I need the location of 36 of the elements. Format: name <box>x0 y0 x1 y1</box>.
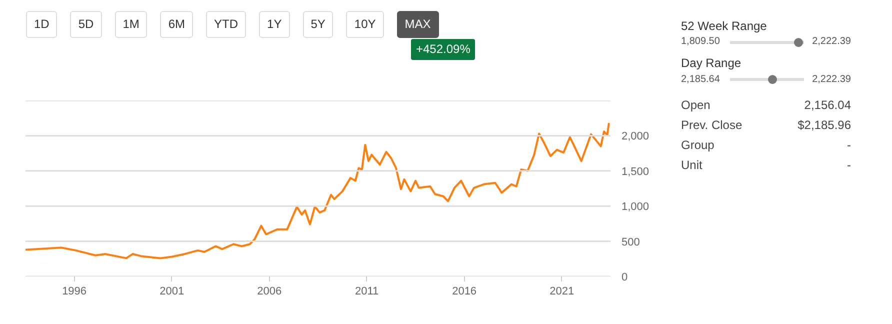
text: $2,185.96 <box>798 116 851 134</box>
text: 1,809.50 <box>681 35 721 50</box>
text: - <box>847 136 851 154</box>
x-tick-label: 2021 <box>550 286 574 298</box>
x-tick-label: 2016 <box>452 286 477 298</box>
text: Prev. Close <box>681 116 742 134</box>
text: 2,156.04 <box>804 96 851 114</box>
x-tick-label: 2001 <box>160 286 184 298</box>
text: 2,185.64 <box>681 72 721 87</box>
text: +452.09% <box>411 39 476 60</box>
text: 2,222.39 <box>812 35 851 50</box>
text: Unit <box>681 156 702 174</box>
x-tick-label: 2006 <box>257 286 282 298</box>
text: Open <box>681 96 710 114</box>
text: YTD <box>206 11 246 38</box>
x-tick-label: 1996 <box>62 286 87 298</box>
text: 1D <box>26 11 58 38</box>
y-tick-label: 0 <box>622 272 628 284</box>
text: Group <box>681 136 714 154</box>
text: MAX <box>396 11 439 38</box>
y-tick-label: 1,000 <box>622 201 650 214</box>
text: 10Y <box>346 11 384 38</box>
text: 6M <box>160 11 194 38</box>
text: 5D <box>70 11 102 38</box>
text: 2,222.39 <box>812 72 851 87</box>
text: 1Y <box>259 11 290 38</box>
text: - <box>847 156 851 174</box>
x-tick-label: 2011 <box>355 286 379 298</box>
y-tick-label: 2,000 <box>622 130 650 143</box>
text: Day Range <box>681 55 742 72</box>
text: 52 Week Range <box>681 18 768 35</box>
text: 1M <box>114 11 148 38</box>
y-tick-label: 1,500 <box>622 166 650 178</box>
line-series <box>26 122 610 260</box>
text: 5Y <box>302 11 334 38</box>
y-tick-label: 500 <box>622 236 640 248</box>
